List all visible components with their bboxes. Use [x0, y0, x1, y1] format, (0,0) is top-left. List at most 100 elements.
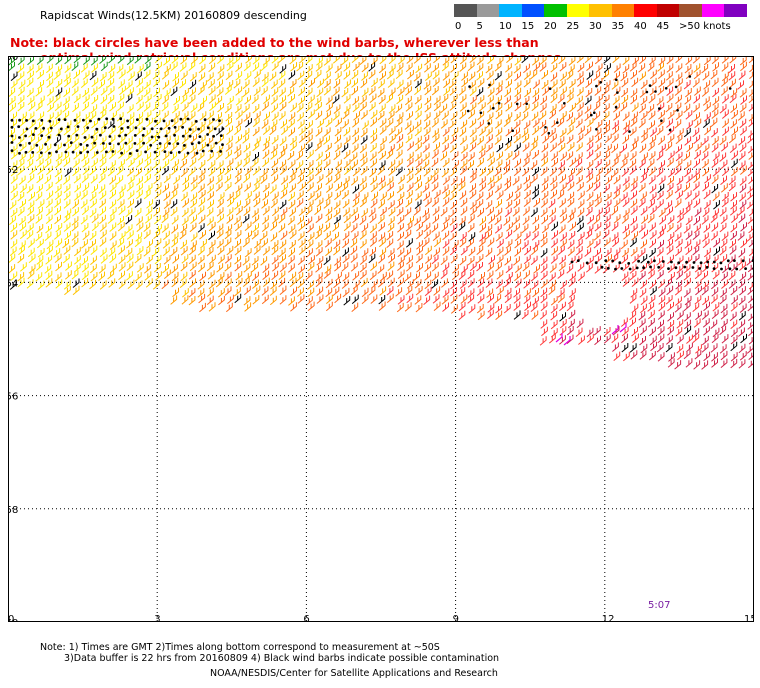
wind-barb	[316, 294, 324, 304]
wind-barb	[721, 118, 729, 128]
wind-barb	[369, 151, 377, 161]
wind-barb	[494, 224, 502, 234]
wind-barb	[279, 159, 287, 170]
wind-barb	[360, 78, 368, 89]
wind-barb	[261, 238, 268, 248]
wind-barb	[243, 143, 251, 153]
wind-barb	[594, 192, 602, 202]
wind-barb	[261, 215, 269, 225]
wind-barb	[603, 221, 611, 231]
contamination-dot	[126, 119, 129, 123]
wind-barb	[234, 230, 242, 240]
wind-barb	[297, 70, 305, 81]
wind-barb	[388, 254, 395, 264]
wind-barb	[532, 79, 540, 89]
contamination-dot	[99, 133, 102, 137]
wind-barb	[513, 112, 521, 122]
wind-barb	[46, 120, 54, 130]
wind-barb	[433, 189, 441, 200]
wind-barb	[62, 110, 70, 121]
wind-barb	[278, 87, 286, 97]
wind-barb	[296, 272, 304, 282]
wind-barb	[298, 238, 306, 248]
wind-barb	[350, 285, 358, 296]
wind-barb	[676, 344, 684, 354]
wind-barb	[406, 173, 414, 184]
wind-barb	[586, 135, 594, 145]
wind-barb	[224, 229, 232, 240]
wind-barb	[206, 261, 214, 272]
wind-barb	[722, 126, 729, 136]
legend-label: 0	[455, 21, 462, 32]
wind-barb	[495, 110, 503, 120]
wind-barb	[567, 213, 575, 223]
wind-barb	[126, 182, 134, 192]
contamination-dot	[726, 259, 730, 263]
wind-barb	[305, 128, 313, 138]
wind-barb	[143, 61, 151, 72]
wind-barb	[521, 128, 529, 138]
wind-barb	[630, 216, 637, 226]
wind-barb	[523, 190, 531, 200]
lat-lon-grid: -50-52-54-56-58-6003691215	[8, 56, 754, 622]
wind-barb	[548, 334, 556, 344]
wind-barb	[341, 143, 349, 153]
wind-barb	[342, 207, 350, 217]
wind-barb	[415, 230, 423, 240]
wind-barb	[748, 104, 754, 112]
wind-barb	[143, 102, 151, 112]
wind-barb	[730, 295, 738, 305]
wind-barb	[270, 232, 278, 242]
wind-barb	[469, 168, 477, 178]
wind-barb	[460, 152, 468, 162]
wind-barb	[710, 213, 718, 223]
wind-barb	[262, 191, 269, 201]
wind-barb	[144, 110, 152, 120]
wind-barb	[459, 127, 467, 137]
wind-barb	[540, 270, 548, 281]
wind-barb	[368, 286, 376, 296]
wind-barb	[17, 165, 25, 176]
wind-barb	[341, 88, 349, 98]
wind-barb	[494, 183, 502, 193]
wind-barb	[350, 245, 358, 256]
wind-barb	[251, 256, 259, 266]
wind-barb	[730, 327, 738, 338]
wind-barb	[197, 255, 205, 265]
wind-barb	[683, 349, 691, 360]
wind-barb	[458, 301, 466, 312]
wind-barb	[459, 279, 467, 289]
wind-barb	[711, 184, 719, 194]
wind-barb	[485, 230, 492, 240]
wind-barb	[388, 159, 396, 169]
wind-barb	[676, 319, 684, 329]
wind-barb	[442, 197, 450, 207]
wind-barb	[495, 127, 503, 137]
wind-barb	[730, 88, 738, 98]
wind-barb	[209, 101, 216, 112]
wind-barb	[197, 125, 205, 135]
wind-barb	[243, 151, 251, 161]
contamination-dot	[614, 267, 617, 271]
wind-barb	[252, 182, 260, 193]
wind-barb	[99, 214, 106, 225]
wind-barb	[548, 272, 556, 282]
contamination-dot	[133, 142, 137, 145]
wind-barb	[629, 126, 637, 137]
wind-barb	[423, 80, 431, 90]
wind-barb	[28, 128, 35, 138]
wind-barb	[117, 93, 125, 104]
contamination-dot	[544, 126, 547, 129]
wind-barb	[720, 86, 728, 96]
wind-barb	[638, 311, 646, 321]
wind-barb	[307, 262, 315, 272]
wind-barb	[666, 239, 673, 249]
contamination-dot	[547, 131, 551, 135]
wind-barb	[694, 269, 702, 280]
wind-barb	[748, 119, 754, 128]
wind-barb	[467, 288, 475, 298]
wind-barb	[584, 247, 592, 257]
wind-barb	[326, 102, 333, 112]
contamination-dot	[595, 84, 598, 88]
wind-barb	[215, 182, 223, 192]
